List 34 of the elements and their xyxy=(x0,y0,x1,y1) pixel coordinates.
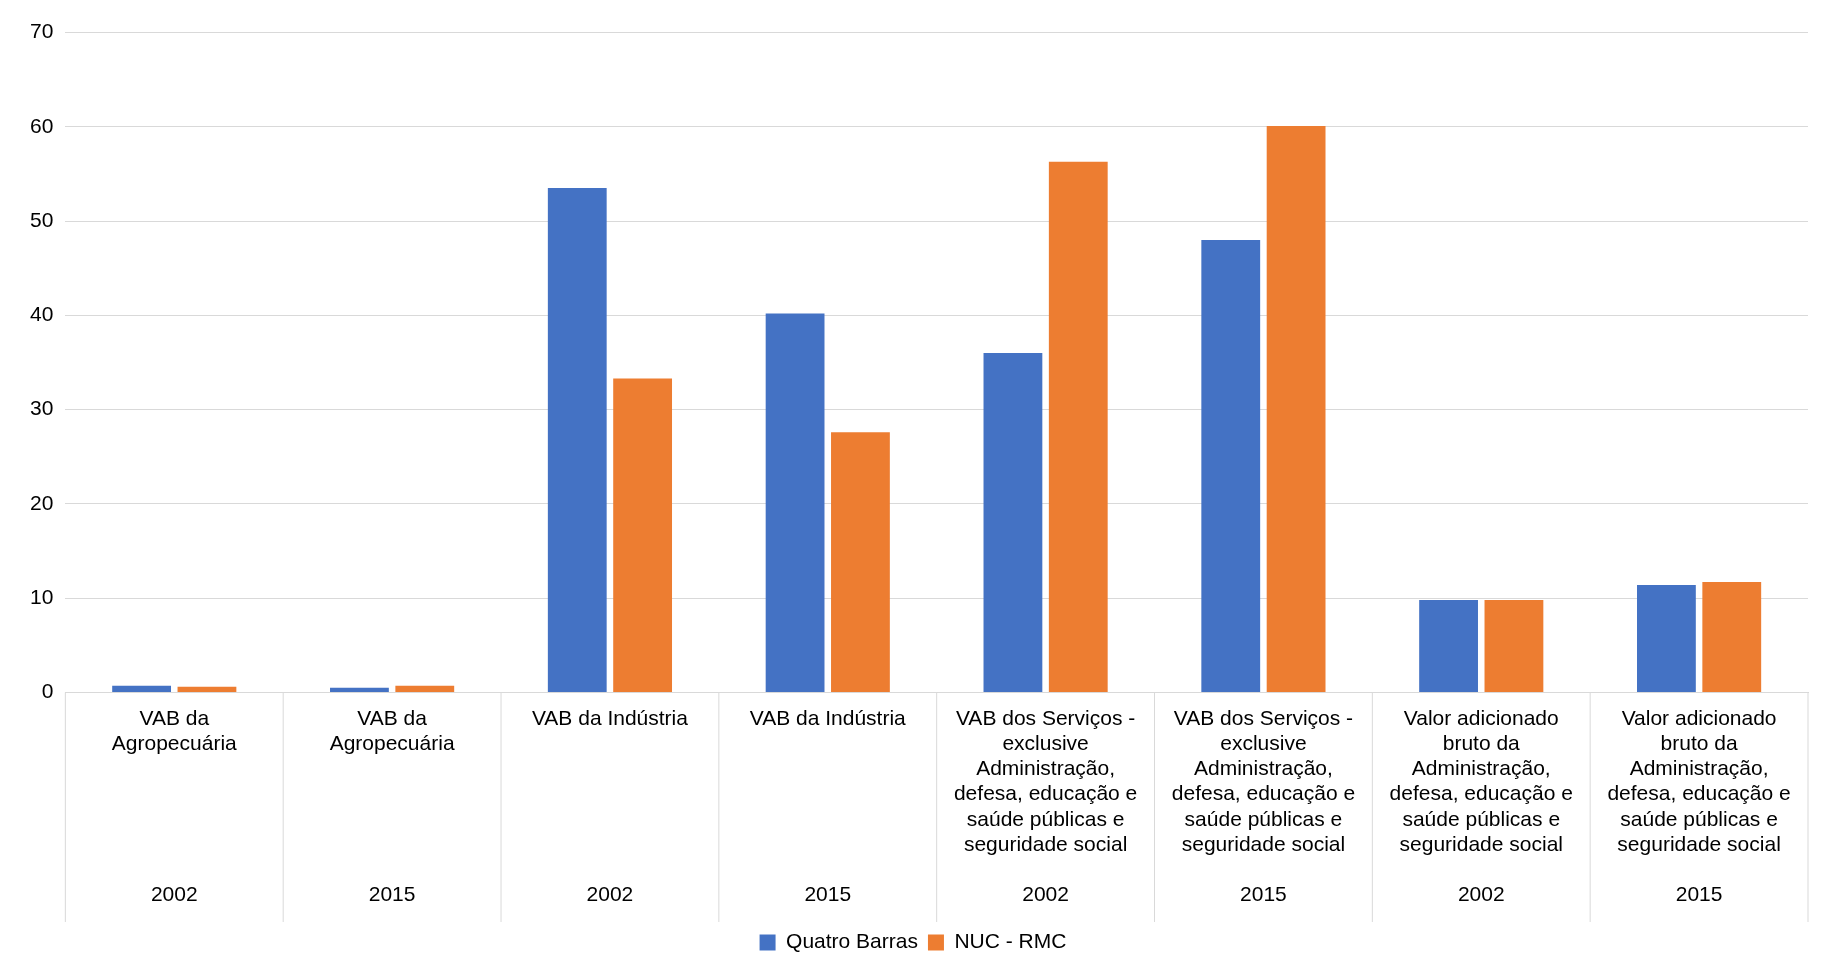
y-tick-label: 30 xyxy=(30,396,54,420)
bar xyxy=(112,685,172,692)
y-tick-label: 60 xyxy=(30,113,54,137)
y-tick-label: 20 xyxy=(30,490,54,514)
category-label: Valor adicionado bruto da Administração, defesa, educação e saúde públicas e seguridade social 2002 xyxy=(1389,705,1573,906)
y-tick-label: 0 xyxy=(41,679,54,703)
legend-label: NUC - RMC xyxy=(954,929,1067,953)
category-label: VAB dos Serviços - exclusive Administração, defesa, educação e saúde públicas e seguridade social 2002 xyxy=(953,705,1138,906)
bar xyxy=(613,378,673,692)
y-tick-label: 10 xyxy=(30,584,54,608)
bar xyxy=(765,313,825,692)
bar xyxy=(177,686,237,692)
category-label: VAB da Agropecuária 2015 xyxy=(329,705,455,906)
bar xyxy=(547,188,607,692)
y-tick-label: 50 xyxy=(30,207,54,231)
category-label: VAB dos Serviços - exclusive Administração, defesa, educação e saúde públicas e seguridade social 2015 xyxy=(1171,705,1356,906)
bar xyxy=(1048,161,1108,692)
y-tick-label: 40 xyxy=(30,302,54,326)
bar xyxy=(1266,125,1326,692)
bar xyxy=(1201,239,1261,692)
bar xyxy=(395,685,455,692)
bar xyxy=(831,432,890,692)
category-label: VAB da Indústria 2015 xyxy=(749,705,906,906)
bar xyxy=(1702,582,1762,692)
legend-label: Quatro Barras xyxy=(786,929,918,953)
category-label: VAB da Agropecuária 2002 xyxy=(111,705,237,906)
category-label: VAB da Indústria 2002 xyxy=(531,705,688,906)
y-tick-label: 70 xyxy=(30,19,54,43)
bar xyxy=(983,353,1043,692)
category-label: Valor adicionado bruto da Administração, defesa, educação e saúde públicas e seguridade social 2015 xyxy=(1607,705,1791,906)
bar xyxy=(1637,584,1696,692)
bar xyxy=(1419,600,1478,692)
bar xyxy=(1484,600,1544,692)
bar xyxy=(330,687,389,692)
